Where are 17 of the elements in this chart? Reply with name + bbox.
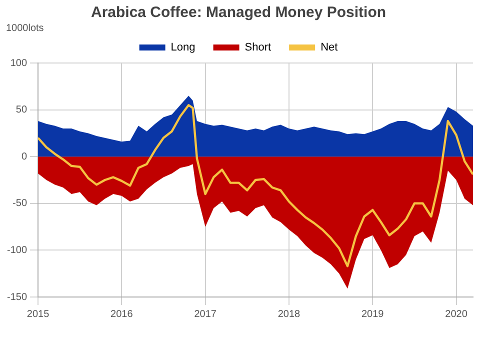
x-tick-label: 2015 [26,308,50,320]
y-tick-label: 100 [10,58,28,69]
legend-label: Long [170,42,196,54]
y-axis-title: 1000lots [6,22,44,34]
x-tick-label: 2019 [361,308,384,320]
x-tick-label: 2017 [194,308,217,320]
x-tick-label: 2020 [445,308,468,320]
legend-label: Net [320,42,338,54]
chart-title: Arabica Coffee: Managed Money Position [90,4,386,22]
y-tick-label: -50 [12,198,28,210]
y-tick-label: 0 [21,151,28,162]
y-tick-label: 50 [16,104,28,116]
y-tick-label: -150 [7,292,28,303]
x-tick-label: 2018 [278,308,301,320]
legend-label: Short [244,42,272,54]
y-tick-label: -100 [7,244,28,256]
x-tick-label: 2016 [110,308,134,320]
